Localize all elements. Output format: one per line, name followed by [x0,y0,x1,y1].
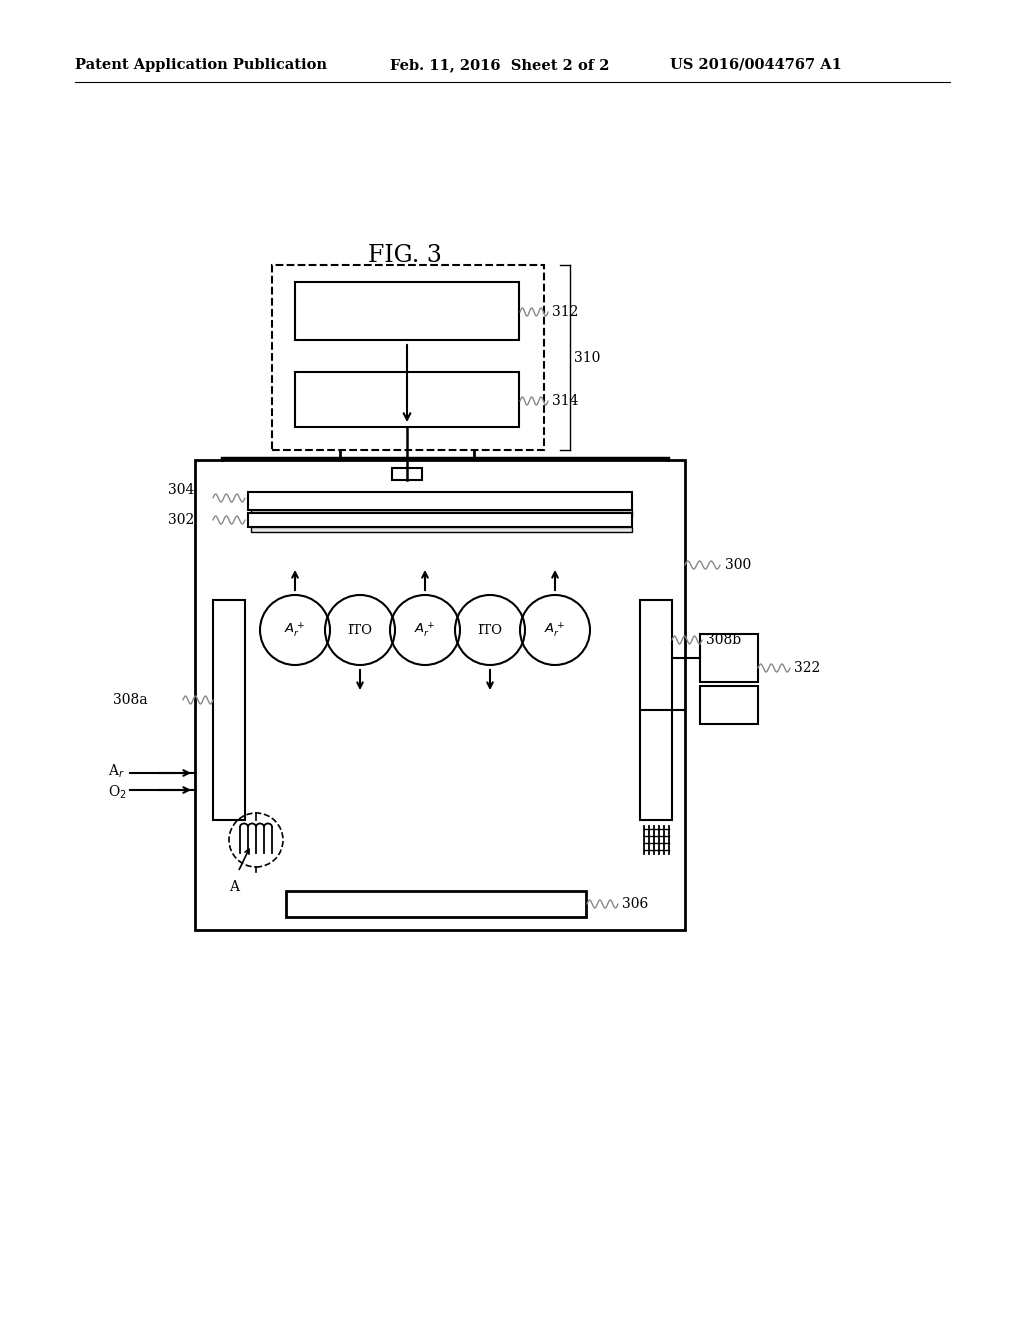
Text: $A_r^+$: $A_r^+$ [545,620,565,639]
Bar [295,372,519,426]
Text: 312: 312 [552,305,579,319]
Text: 322: 322 [794,661,820,675]
Bar [295,282,519,341]
Text: 310: 310 [574,351,600,366]
Text: Patent Application Publication: Patent Application Publication [75,58,327,73]
Bar [195,459,685,931]
Text: $A_r^+$: $A_r^+$ [415,620,435,639]
Text: A: A [229,880,239,894]
Text: 308a: 308a [113,693,147,708]
Bar [700,686,758,723]
Bar [700,634,758,682]
Text: ITO: ITO [347,623,373,636]
Text: O$_2$: O$_2$ [108,783,127,801]
Text: Feb. 11, 2016  Sheet 2 of 2: Feb. 11, 2016 Sheet 2 of 2 [390,58,609,73]
Bar [640,601,672,820]
Text: $A_r^+$: $A_r^+$ [285,620,305,639]
Text: US 2016/0044767 A1: US 2016/0044767 A1 [670,58,842,73]
Bar [251,527,632,532]
Text: 300: 300 [725,558,752,572]
Text: 308b: 308b [706,634,741,647]
Text: 302: 302 [168,513,195,527]
Bar [248,513,632,527]
Bar [248,492,632,510]
Bar [251,510,632,517]
Bar [272,265,544,450]
Text: 304: 304 [168,483,195,498]
Text: FIG. 3: FIG. 3 [368,243,442,267]
Text: A$_r$: A$_r$ [108,762,125,780]
Text: 314: 314 [552,393,579,408]
Bar [286,891,586,917]
Text: ITO: ITO [477,623,503,636]
Bar [392,469,422,480]
Bar [213,601,245,820]
Text: 306: 306 [622,898,648,911]
